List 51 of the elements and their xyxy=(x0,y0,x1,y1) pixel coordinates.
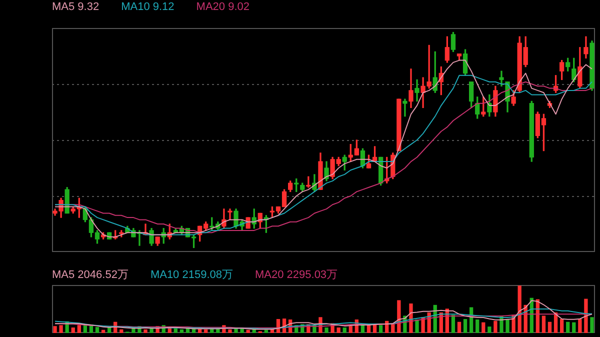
bar xyxy=(270,329,274,333)
text: MA10 9.12 xyxy=(121,0,174,14)
bar xyxy=(518,286,522,333)
bar xyxy=(542,316,546,333)
bar xyxy=(101,330,106,333)
bar xyxy=(336,327,340,333)
bar xyxy=(482,322,486,333)
bar xyxy=(463,319,468,333)
bar xyxy=(494,320,498,333)
bar xyxy=(342,327,346,333)
bar xyxy=(228,329,232,333)
text: MA5 2046.52万 xyxy=(52,268,128,282)
bar xyxy=(71,327,75,333)
bar xyxy=(584,298,588,333)
bar xyxy=(548,322,552,333)
text: MA5 9.32 xyxy=(52,0,100,14)
bar xyxy=(204,329,208,333)
bar xyxy=(476,319,480,333)
bar xyxy=(246,330,250,333)
bar xyxy=(174,328,178,333)
bar xyxy=(415,319,419,333)
text: MA20 9.02 xyxy=(196,0,250,14)
bar xyxy=(53,326,57,333)
text: MA20 2295.03万 xyxy=(255,268,338,282)
candlestick xyxy=(228,208,232,220)
candlestick xyxy=(499,70,504,86)
bar xyxy=(324,327,328,333)
bar xyxy=(572,322,576,333)
bar xyxy=(59,325,63,333)
bar xyxy=(234,328,238,333)
bar xyxy=(120,329,124,333)
bar xyxy=(457,322,462,333)
bar xyxy=(240,328,244,333)
bar xyxy=(488,326,492,333)
bar xyxy=(578,319,582,333)
bar xyxy=(409,303,413,333)
bar xyxy=(180,329,184,333)
bar xyxy=(360,325,365,333)
bar xyxy=(506,319,510,333)
bar xyxy=(378,325,383,333)
bar xyxy=(566,322,570,333)
bar xyxy=(590,317,594,333)
bar xyxy=(348,326,352,333)
bar xyxy=(560,319,564,333)
bar xyxy=(144,329,148,333)
bar xyxy=(95,327,100,333)
text: MA10 2159.08万 xyxy=(150,268,233,282)
candlestick xyxy=(414,79,420,102)
bar xyxy=(77,325,81,333)
bar xyxy=(264,330,268,333)
candlestick xyxy=(402,98,408,117)
